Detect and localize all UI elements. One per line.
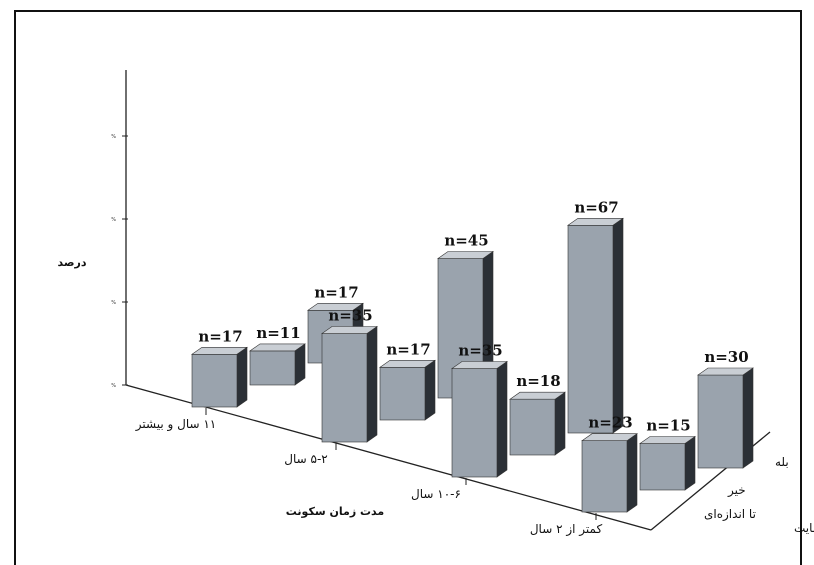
bar-top [307, 302, 364, 311]
bar-value-label: n=17 [198, 327, 242, 345]
category-label: ۱۰-۶ سال [411, 487, 461, 501]
bar-0-0 [191, 346, 248, 408]
bar-3-1 [639, 435, 696, 491]
bar-side [236, 346, 248, 408]
bar-value-label: n=18 [516, 372, 560, 390]
bar-value-label: n=45 [444, 232, 488, 250]
bar-front [249, 350, 296, 386]
bar-side [366, 325, 378, 443]
bar-value-label: n=35 [458, 342, 502, 360]
y-tick-label: % [111, 217, 116, 223]
bar-2-0 [451, 360, 508, 478]
labels: %%%% n=17 n=45 n=67 n=30 n=11 n=17 n=18 n=15 n=17… [58, 134, 814, 537]
bar-value-label: n=11 [256, 324, 300, 342]
bar-side [612, 217, 624, 434]
bar-value-label: n=35 [328, 307, 372, 325]
bar-top [697, 367, 754, 376]
bar-top [581, 433, 638, 442]
y-tick-label: % [111, 383, 116, 389]
bar-front [639, 443, 686, 491]
bar-1-1 [379, 359, 436, 421]
bar-3-0 [581, 433, 638, 513]
bar-value-label: n=23 [588, 414, 632, 432]
bar-side [424, 359, 436, 421]
category-label: ۱۱ سال و بیشتر [135, 417, 216, 432]
bar-top [379, 359, 436, 368]
bar-value-label: n=15 [646, 417, 690, 435]
bar-value-label: n=17 [386, 340, 430, 358]
bar-value-label: n=30 [704, 348, 748, 366]
bar-front [451, 368, 498, 478]
bar-top [451, 361, 508, 369]
bars [191, 217, 754, 513]
bar-top [321, 326, 378, 334]
bar-value-label: n=67 [574, 198, 618, 216]
bar-top [191, 346, 248, 355]
bar-front [697, 374, 744, 469]
x-axis-title: مدت زمان سکونت [286, 505, 384, 518]
bar-side [742, 367, 754, 469]
bar-side [496, 360, 508, 478]
bar-front [509, 398, 556, 456]
bar-front [321, 333, 368, 443]
x-axis-line [125, 384, 652, 531]
series-label: بله [775, 455, 789, 469]
bar-front [567, 225, 614, 434]
bar-side [554, 391, 566, 456]
bar-top [639, 436, 696, 444]
bar-top [437, 251, 494, 259]
bar-2-1 [509, 391, 566, 456]
bar-front [581, 440, 628, 513]
bar-top [509, 391, 566, 400]
y-tick-label: % [111, 134, 116, 140]
bar-side [626, 433, 638, 513]
series-label: خیر [727, 483, 746, 498]
bar-1-0 [321, 325, 378, 443]
bar-0-1 [249, 343, 306, 386]
bar-value-label: n=17 [314, 283, 358, 301]
z-axis-title: میزان رضایت [794, 521, 814, 536]
y-tick-label: % [111, 300, 116, 306]
bar-front [191, 353, 238, 408]
bar-3-2 [697, 367, 754, 469]
bar-top [249, 343, 306, 352]
y-axis-title: درصد [58, 256, 87, 269]
bar-top [567, 218, 624, 226]
category-label: ۵-۲ سال [284, 452, 327, 466]
bar-2-2 [567, 217, 624, 434]
series-label: تا اندازه‌ای [704, 507, 756, 522]
category-label: کمتر از ۲ سال [530, 522, 603, 537]
bar-side [684, 435, 696, 491]
bar-front [379, 366, 426, 421]
figure-frame [14, 10, 802, 565]
